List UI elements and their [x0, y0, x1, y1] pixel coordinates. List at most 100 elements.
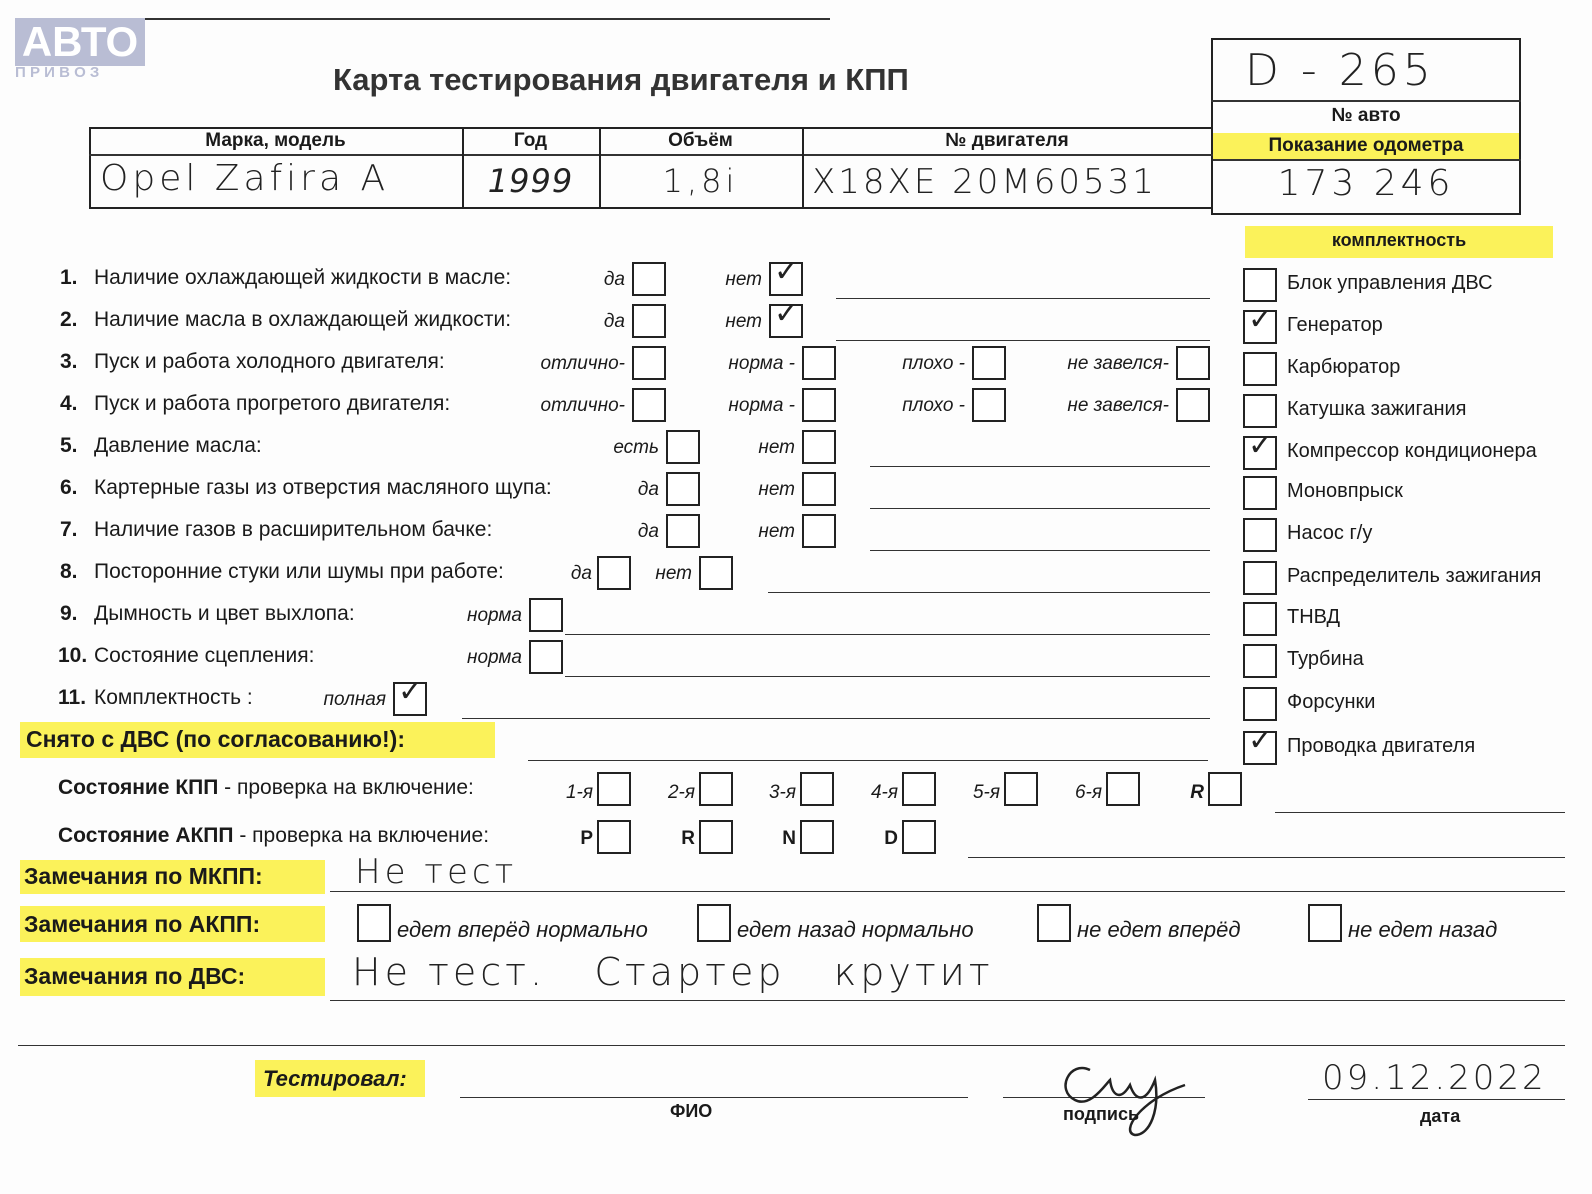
signature-line — [1003, 1097, 1205, 1098]
akpp-remark-option-label: не едет назад — [1348, 917, 1498, 942]
option-checkbox[interactable] — [529, 640, 563, 674]
akpp-remark-label: Замечания по АКПП: — [24, 911, 261, 937]
completeness-checkbox[interactable] — [1243, 352, 1277, 386]
completeness-title: комплектность — [1331, 230, 1467, 250]
akpp-label-rest: - проверка на включение: — [233, 824, 490, 847]
vehicle-table — [89, 127, 1213, 209]
completeness-checkbox[interactable] — [1243, 476, 1277, 510]
completeness-checkbox[interactable] — [1243, 644, 1277, 678]
date-value[interactable]: 09.12.2022 — [1322, 1058, 1547, 1098]
option-checkbox[interactable] — [597, 556, 631, 590]
option-label: нет — [655, 563, 692, 584]
option-checkbox[interactable] — [632, 388, 666, 422]
check-question: Наличие масла в охлаждающей жидкости: — [94, 308, 512, 331]
answer-line — [565, 676, 1210, 677]
completeness-checkbox[interactable] — [1243, 394, 1277, 428]
kpp-gear-label: 1-я — [565, 782, 593, 803]
kpp-gear-checkbox[interactable] — [699, 772, 733, 806]
akpp-remark-checkbox[interactable] — [357, 904, 391, 942]
option-checkbox[interactable] — [666, 514, 700, 548]
completeness-item-label: Распределитель зажигания — [1287, 565, 1542, 587]
option-label: нет — [758, 521, 795, 542]
kpp-label: Состояние КПП - проверка на включение: — [58, 776, 474, 800]
kpp-gear-checkbox[interactable] — [597, 772, 631, 806]
option-checkbox[interactable] — [802, 472, 836, 506]
akpp-label-bold: Состояние АКПП — [58, 824, 234, 847]
option-checkbox[interactable] — [802, 346, 836, 380]
check-number: 3. — [60, 350, 78, 373]
option-checkbox[interactable] — [529, 598, 563, 632]
option-label: нет — [758, 437, 795, 458]
completeness-checkbox[interactable] — [1243, 428, 1277, 470]
kpp-gear-checkbox[interactable] — [1004, 772, 1038, 806]
option-checkbox[interactable] — [1176, 346, 1210, 380]
akpp-gear-checkbox[interactable] — [699, 820, 733, 854]
mkpp-remark-value[interactable]: Не тест — [355, 852, 518, 892]
mkpp-remark-line — [330, 891, 1565, 892]
divider — [1211, 100, 1521, 102]
option-label: плохо - — [902, 353, 965, 374]
completeness-checkbox[interactable] — [1243, 723, 1277, 765]
option-label: да — [637, 479, 659, 500]
option-checkbox[interactable] — [632, 304, 666, 338]
top-edge-line — [55, 18, 830, 20]
check-question: Наличие охлаждающей жидкости в масле: — [94, 266, 512, 289]
completeness-checkbox[interactable] — [1243, 561, 1277, 595]
akpp-remark-checkbox[interactable] — [1308, 904, 1342, 942]
answer-line — [836, 298, 1210, 299]
option-checkbox[interactable] — [1176, 388, 1210, 422]
option-checkbox[interactable] — [632, 346, 666, 380]
kpp-gear-checkbox[interactable] — [1106, 772, 1140, 806]
akpp-remark-bg — [20, 906, 325, 942]
option-checkbox[interactable] — [769, 296, 803, 338]
divider — [1211, 159, 1521, 161]
akpp-gear-label: R — [681, 828, 695, 849]
completeness-checkbox[interactable] — [1243, 602, 1277, 636]
akpp-gear-checkbox[interactable] — [800, 820, 834, 854]
completeness-checkbox[interactable] — [1243, 268, 1277, 302]
option-checkbox[interactable] — [769, 254, 803, 296]
make-model-value: Opel Zafira A — [100, 158, 390, 199]
completeness-checkbox[interactable] — [1243, 518, 1277, 552]
check-question: Состояние сцепления: — [94, 644, 315, 667]
footer-divider — [18, 1045, 1565, 1046]
logo-subtitle: П Р И В О З — [15, 64, 100, 81]
option-checkbox[interactable] — [393, 674, 427, 716]
year-value: 1999 — [487, 162, 574, 200]
completeness-item-label: Генератор — [1287, 314, 1383, 336]
name-label: ФИО — [670, 1101, 713, 1121]
option-checkbox[interactable] — [972, 388, 1006, 422]
option-checkbox[interactable] — [802, 388, 836, 422]
answer-line — [836, 340, 1210, 341]
option-label: не завелся- — [1067, 353, 1169, 374]
answer-line — [870, 550, 1210, 551]
kpp-gear-checkbox[interactable] — [1208, 772, 1242, 806]
kpp-gear-checkbox[interactable] — [902, 772, 936, 806]
kpp-gear-label: 3-я — [768, 782, 796, 803]
check-number: 11. — [58, 686, 87, 709]
divider — [802, 127, 804, 209]
option-label: да — [603, 269, 625, 290]
completeness-checkbox[interactable] — [1243, 687, 1277, 721]
divider — [462, 127, 464, 209]
removed-label: Снято с ДВС (по согласованию!): — [26, 726, 405, 752]
option-checkbox[interactable] — [666, 430, 700, 464]
completeness-item-label: Форсунки — [1287, 691, 1376, 713]
check-number: 2. — [60, 308, 78, 331]
kpp-gear-checkbox[interactable] — [800, 772, 834, 806]
option-checkbox[interactable] — [972, 346, 1006, 380]
option-checkbox[interactable] — [699, 556, 733, 590]
akpp-gear-checkbox[interactable] — [597, 820, 631, 854]
answer-line — [462, 718, 1210, 719]
odometer-value: 173 246 — [1277, 163, 1455, 204]
dvs-remark-bg — [20, 958, 325, 996]
akpp-remark-checkbox[interactable] — [1037, 904, 1071, 942]
option-checkbox[interactable] — [802, 430, 836, 464]
akpp-gear-checkbox[interactable] — [902, 820, 936, 854]
dvs-remark-value[interactable]: Не тест. Стартер крутит — [352, 950, 994, 994]
akpp-remark-checkbox[interactable] — [697, 904, 731, 942]
option-checkbox[interactable] — [802, 514, 836, 548]
option-checkbox[interactable] — [666, 472, 700, 506]
completeness-checkbox[interactable] — [1243, 302, 1277, 344]
option-checkbox[interactable] — [632, 262, 666, 296]
